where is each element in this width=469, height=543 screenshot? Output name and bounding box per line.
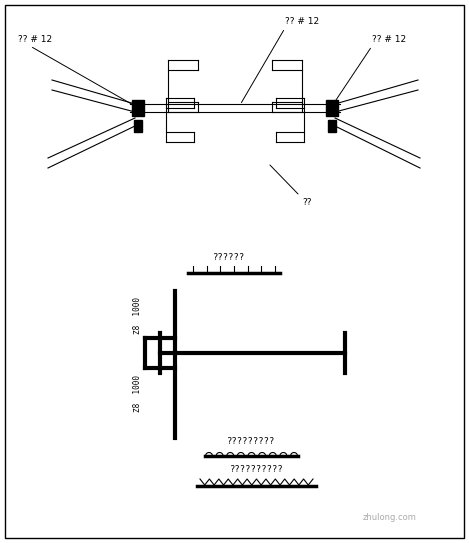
Text: ??????????: ?????????? [230,465,283,474]
Text: ?? # 12: ?? # 12 [18,35,52,44]
Text: ?? # 12: ?? # 12 [372,35,406,44]
Text: ??????: ?????? [213,253,245,262]
Bar [326,100,338,116]
Bar [132,100,144,116]
Bar [328,120,336,132]
Text: Ζ8  1000: Ζ8 1000 [133,375,142,412]
Text: zhulong.com: zhulong.com [363,514,417,522]
Text: ?? # 12: ?? # 12 [285,17,319,26]
Text: ??: ?? [302,198,311,207]
Text: Ζ8  1000: Ζ8 1000 [133,298,142,334]
Bar [134,120,142,132]
Text: ?????????: ????????? [227,437,276,446]
